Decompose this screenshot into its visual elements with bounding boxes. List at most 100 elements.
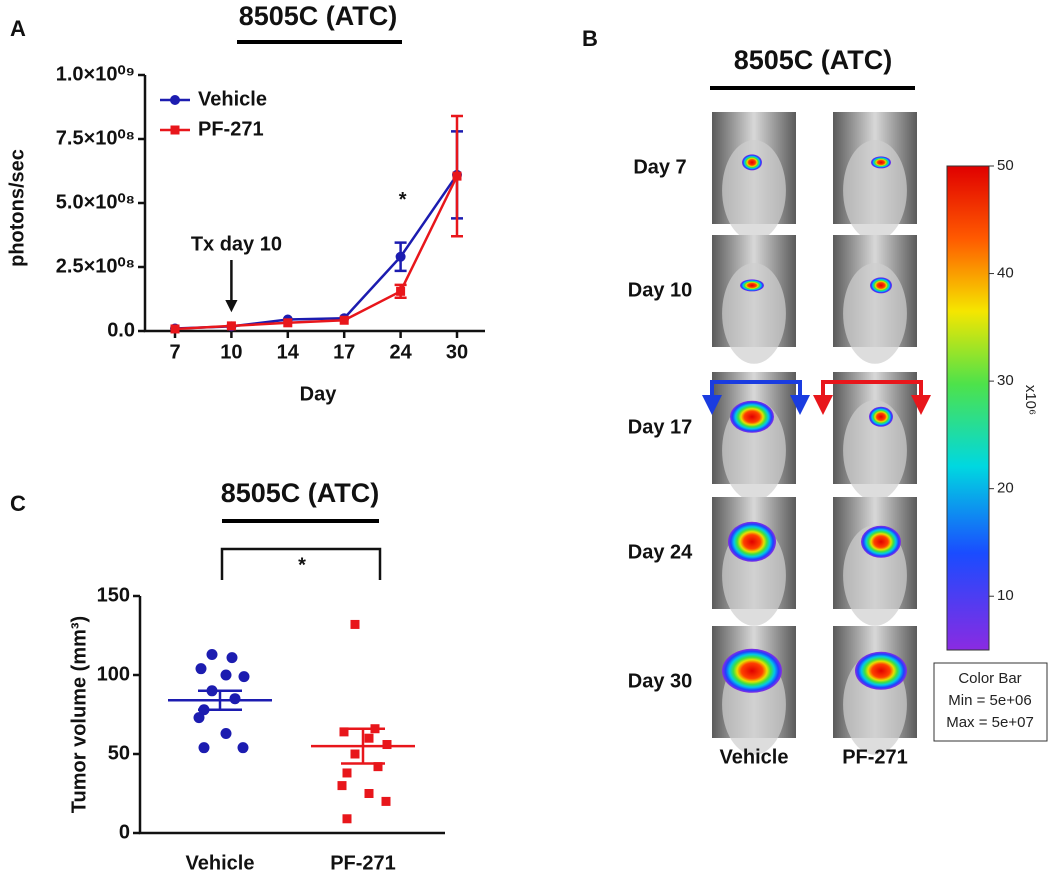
signal [861,525,901,558]
y-tick-label: 100 [97,663,130,685]
signal [871,156,891,169]
color-legend-text: Color Bar [958,670,1021,687]
significance-mark: * [298,554,306,576]
significance-bracket [220,547,382,580]
y-axis-label: photons/sec [6,149,28,267]
y-axis-label: Tumor volume (mm³) [68,616,90,813]
sem-bar [341,727,385,765]
marker [193,712,205,724]
color-tick-label: 50 [997,157,1014,174]
marker [237,742,249,754]
mouse-body [843,400,907,501]
marker [220,727,232,739]
y-tick-label: 5.0×10⁰⁸ [56,191,135,213]
mouse-body [843,140,907,241]
marker [170,324,180,334]
y-tick-label: 0 [119,821,130,843]
marker [381,796,391,806]
row-label: Day 17 [628,416,693,438]
y-tick-label: 50 [108,742,130,764]
color-tick-label: 40 [997,265,1014,282]
signal [740,279,764,292]
color-legend-text: Max = 5e+07 [946,714,1034,731]
row-label: Day 24 [628,541,693,563]
annotation: Tx day 10 [191,233,282,255]
row-label: Day 10 [628,279,693,301]
color-legend-box [933,662,1048,742]
x-tick-label: 17 [333,341,355,363]
color-tick-label: 10 [997,587,1014,604]
color-tick-label: 20 [997,480,1014,497]
marker [339,315,349,325]
marker [364,789,374,798]
column-label: Vehicle [720,746,789,768]
x-axis-label: Day [300,383,338,405]
y-tick-label: 7.5×10⁰⁸ [56,127,135,149]
marker [206,648,218,660]
marker [342,814,352,824]
signal [855,651,907,690]
marker [283,318,293,328]
chart-title: 8505C (ATC) [221,478,380,508]
marker [373,762,383,772]
y-tick-label: 1.0×10⁰⁹ [56,63,135,85]
marker [226,321,236,331]
marker [395,251,406,262]
marker [170,95,180,105]
marker [229,693,241,705]
marker [396,286,406,296]
series-line [174,175,459,331]
color-unit: x10⁶ [1022,385,1039,415]
row-label: Day 7 [633,156,686,178]
signal [870,277,892,294]
x-tick-label: 14 [277,341,300,363]
mouse-body [722,263,786,364]
marker [198,742,210,754]
chart-title: 8505C (ATC) [239,1,398,31]
marker [364,733,374,743]
marker [170,125,180,135]
y-tick-label: 150 [97,584,130,606]
x-tick-label: 7 [169,341,180,363]
signal [869,406,893,427]
mouse-body [843,263,907,364]
signal [722,648,782,693]
panel-label: A [10,16,26,41]
annotation: * [399,189,407,211]
marker [339,727,349,737]
signal [742,154,762,171]
color-tick-label: 30 [997,372,1014,389]
marker [452,171,462,181]
marker [350,619,360,629]
x-tick-label: 10 [220,341,242,363]
y-tick-label: 0.0 [107,319,135,341]
marker [337,781,347,791]
mouse-body [722,140,786,241]
panel-label: C [10,491,26,516]
marker [238,671,250,683]
color-legend-text: Min = 5e+06 [948,692,1031,709]
x-tick-label: 24 [389,341,412,363]
panel-title: 8505C (ATC) [734,45,893,75]
axes [138,596,445,835]
legend-label: PF-271 [198,118,264,140]
signal [730,400,774,433]
x-tick-label: PF-271 [330,852,396,874]
x-tick-label: Vehicle [186,852,255,874]
marker [342,768,352,778]
marker [226,652,238,664]
signal [728,521,776,562]
legend-label: Vehicle [198,88,267,110]
marker [382,740,392,750]
panel-label: B [582,26,598,51]
row-label: Day 30 [628,670,693,692]
marker [220,669,232,681]
sem-bar [198,689,242,712]
color-bar [946,165,990,651]
marker [350,749,360,759]
marker [195,663,207,675]
x-tick-label: 30 [446,341,468,363]
